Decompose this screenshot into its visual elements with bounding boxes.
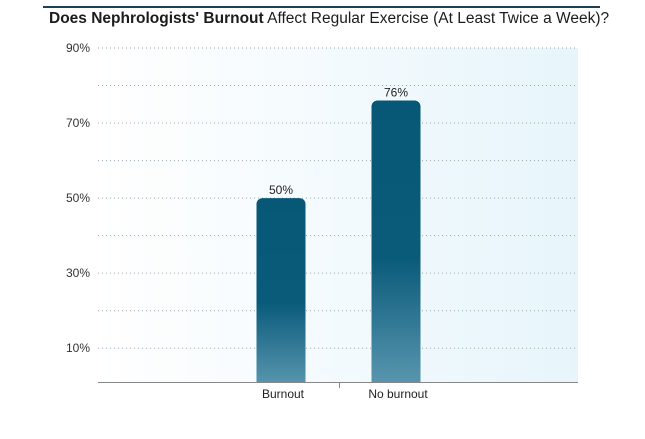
y-axis-ticks: 10% 30% 50% 70% 90%: [66, 41, 90, 355]
chart-title: Does Nephrologists' Burnout Affect Regul…: [49, 10, 645, 28]
axis-mask: [97, 383, 579, 390]
data-label: 76%: [384, 86, 408, 100]
y-tick-label: 70%: [66, 116, 90, 130]
gridlines: [98, 47, 578, 349]
y-tick-label: 90%: [66, 41, 90, 55]
x-axis: Burnout No burnout: [98, 382, 578, 401]
bar-burnout: [256, 198, 306, 388]
plot-area: [98, 48, 578, 382]
bars: 50% 76%: [97, 86, 579, 390]
y-tick-label: 10%: [66, 341, 90, 355]
data-label: 50%: [269, 183, 293, 197]
x-tick-label: Burnout: [262, 387, 305, 401]
title-rule: [43, 6, 600, 8]
chart-title-rest: Affect Regular Exercise (At Least Twice …: [263, 10, 610, 27]
bar-no-burnout: [371, 100, 421, 388]
chart-title-bold: Does Nephrologists' Burnout: [49, 10, 264, 27]
x-tick-label: No burnout: [368, 387, 428, 401]
y-tick-label: 50%: [66, 191, 90, 205]
y-tick-label: 30%: [66, 266, 90, 280]
